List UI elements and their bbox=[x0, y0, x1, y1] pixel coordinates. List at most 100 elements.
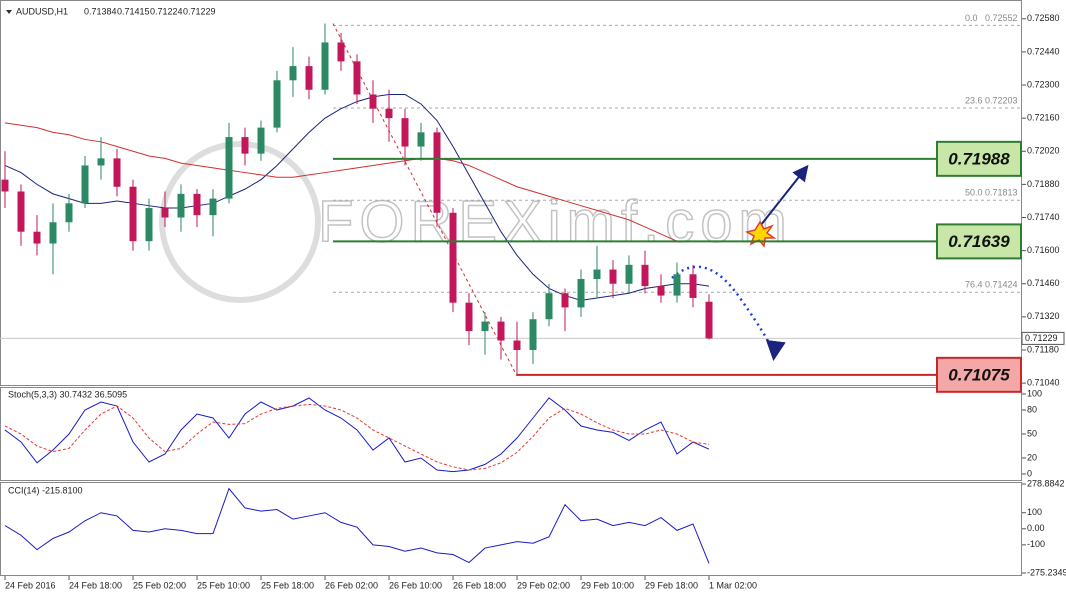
y-tick-label: 100 bbox=[1027, 388, 1042, 398]
candle-body bbox=[689, 274, 697, 298]
x-tick-label: 25 Feb 02:00 bbox=[133, 580, 186, 590]
candle-body bbox=[17, 191, 25, 232]
candle-body bbox=[609, 269, 617, 284]
candle-body bbox=[129, 186, 137, 242]
y-tick-label: 0 bbox=[1027, 468, 1032, 478]
fib-price: 0.72552 bbox=[985, 13, 1018, 23]
candle-body bbox=[417, 132, 425, 147]
candle-body bbox=[449, 212, 457, 303]
indicator-line bbox=[4, 397, 710, 473]
candle-body bbox=[625, 264, 633, 284]
candle-body bbox=[513, 340, 521, 350]
candle-body bbox=[193, 193, 201, 216]
x-tick-label: 29 Feb 18:00 bbox=[645, 580, 698, 590]
candle-body bbox=[49, 222, 57, 244]
candle-body bbox=[705, 301, 713, 339]
ohlc-open: 0.71384 bbox=[84, 6, 117, 16]
y-tick-label: 0.72440 bbox=[1027, 46, 1060, 56]
y-tick-label: -275.2349 bbox=[1027, 567, 1066, 577]
ohlc-high: 0.71415 bbox=[117, 6, 150, 16]
stoch-panel bbox=[0, 387, 1022, 481]
indicator-line bbox=[4, 487, 710, 564]
candle-body bbox=[305, 66, 313, 90]
fib-price: 0.72203 bbox=[985, 95, 1018, 105]
x-tick-label: 26 Feb 18:00 bbox=[453, 580, 506, 590]
candle-body bbox=[289, 66, 297, 81]
candle-body bbox=[497, 321, 505, 341]
y-tick-label: 0.71460 bbox=[1027, 278, 1060, 288]
key-level-label: 0.71075 bbox=[948, 365, 1010, 384]
fib-ratio: 50.0 bbox=[965, 188, 983, 198]
candle-body bbox=[673, 274, 681, 296]
y-tick-label: -100 bbox=[1027, 539, 1045, 549]
candle-body bbox=[161, 208, 169, 218]
key-level-box bbox=[936, 356, 1022, 393]
candle-body bbox=[385, 108, 393, 119]
key-level-label: 0.71639 bbox=[948, 232, 1010, 251]
candle-body bbox=[81, 165, 89, 204]
watermark-logo bbox=[159, 141, 321, 303]
key-level-box bbox=[936, 140, 1022, 177]
x-tick-label: 29 Feb 10:00 bbox=[581, 580, 634, 590]
candle-body bbox=[529, 319, 537, 350]
ohlc-close: 0.71229 bbox=[183, 6, 216, 16]
price-panel bbox=[0, 0, 1022, 386]
y-tick-label: 0.00 bbox=[1027, 523, 1045, 533]
up-arrow bbox=[756, 164, 809, 231]
candle-body bbox=[113, 158, 121, 187]
x-tick-label: 25 Feb 18:00 bbox=[261, 580, 314, 590]
candle-body bbox=[33, 231, 41, 244]
x-tick-label: 1 Mar 02:00 bbox=[709, 580, 757, 590]
candle-body bbox=[577, 279, 585, 308]
cci-label: CCI(14) -215.8100 bbox=[8, 485, 83, 495]
candle-body bbox=[401, 118, 409, 147]
x-tick-label: 26 Feb 02:00 bbox=[325, 580, 378, 590]
candle-body bbox=[145, 208, 153, 242]
y-tick-label: 0.72580 bbox=[1027, 13, 1060, 23]
candle-body bbox=[561, 293, 569, 308]
cci-panel bbox=[0, 482, 1022, 576]
indicator-line bbox=[4, 403, 710, 471]
y-tick-label: 100 bbox=[1027, 507, 1042, 517]
y-tick-label: 0.72160 bbox=[1027, 113, 1060, 123]
x-tick-label: 26 Feb 10:00 bbox=[389, 580, 442, 590]
y-tick-label: 80 bbox=[1027, 404, 1037, 414]
x-tick-label: 25 Feb 10:00 bbox=[197, 580, 250, 590]
current-price-label: 0.71229 bbox=[1025, 333, 1058, 343]
candle-body bbox=[465, 302, 473, 332]
current-price-box bbox=[1021, 331, 1065, 345]
candle-body bbox=[97, 158, 105, 166]
menu-icon bbox=[6, 10, 12, 14]
candle-body bbox=[641, 264, 649, 287]
fib-ratio: 76.4 bbox=[965, 280, 983, 290]
watermark: FOREXimf.com bbox=[318, 189, 793, 254]
y-tick-label: 0.71600 bbox=[1027, 245, 1060, 255]
candle-body bbox=[1, 179, 9, 192]
fib-trend bbox=[332, 23, 518, 377]
y-tick-label: 278.8842 bbox=[1027, 478, 1065, 488]
candle-body bbox=[177, 193, 185, 218]
ohlc-low: 0.71224 bbox=[150, 6, 183, 16]
y-tick-label: 20 bbox=[1027, 452, 1037, 462]
moving-average bbox=[4, 122, 678, 242]
candle-body bbox=[337, 42, 345, 62]
key-level-label: 0.71988 bbox=[948, 149, 1010, 168]
candle-body bbox=[657, 286, 665, 296]
x-tick-label: 24 Feb 18:00 bbox=[69, 580, 122, 590]
candle-body bbox=[209, 198, 217, 216]
fib-ratio: 23.6 bbox=[965, 95, 983, 105]
candle-body bbox=[353, 61, 361, 95]
stoch-label: Stoch(5,3,3) 30.7432 36.5095 bbox=[8, 389, 127, 399]
breakout-star bbox=[745, 220, 777, 248]
fib-price: 0.71424 bbox=[985, 280, 1018, 290]
y-tick-label: 0.71040 bbox=[1027, 377, 1060, 387]
x-tick-label: 29 Feb 02:00 bbox=[517, 580, 570, 590]
x-tick-label: 24 Feb 2016 bbox=[5, 580, 56, 590]
symbol: AUDUSD,H1 bbox=[16, 6, 68, 16]
y-tick-label: 0.72300 bbox=[1027, 79, 1060, 89]
y-tick-label: 0.71180 bbox=[1027, 344, 1059, 354]
fib-ratio: 0.0 bbox=[965, 13, 978, 23]
candle-body bbox=[241, 137, 249, 154]
